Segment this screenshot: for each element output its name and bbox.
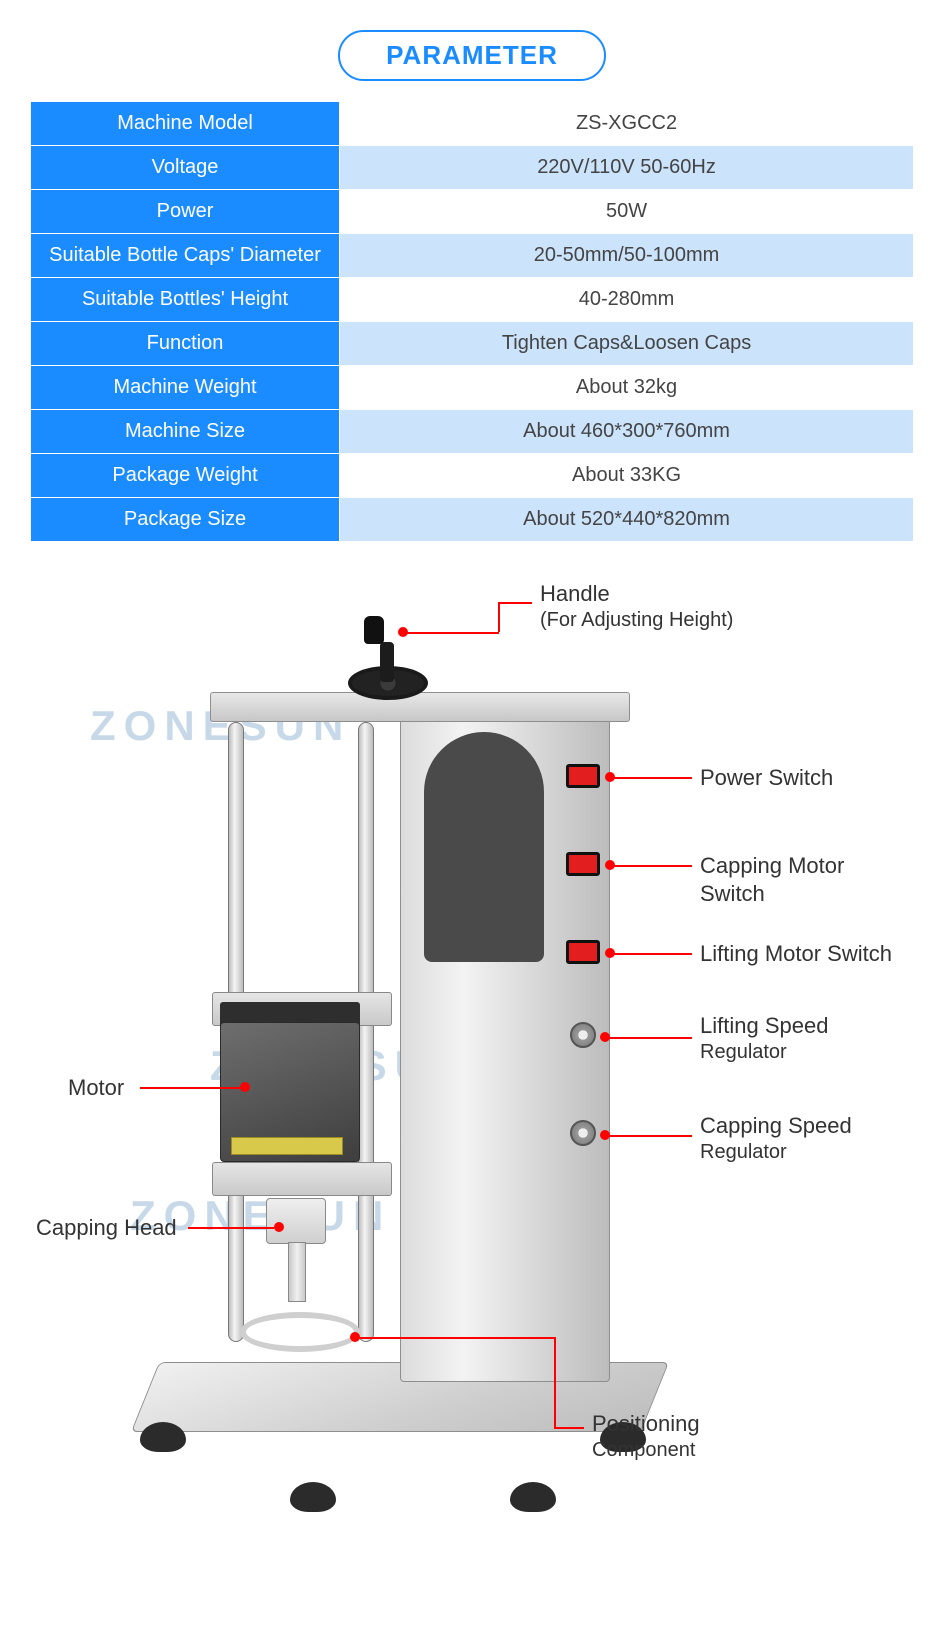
capping-speed-knob-icon <box>570 1120 596 1146</box>
table-row: Power50W <box>31 190 914 234</box>
callout-capping-head: Capping Head <box>36 1214 177 1242</box>
table-row: Machine ModelZS-XGCC2 <box>31 102 914 146</box>
callout-handle: Handle (For Adjusting Height) <box>540 580 733 633</box>
spec-value: 20-50mm/50-100mm <box>340 234 914 278</box>
callout-lifting-switch: Lifting Motor Switch <box>700 940 892 968</box>
spec-value: About 520*440*820mm <box>340 498 914 542</box>
callout-label: Lifting Speed <box>700 1013 828 1038</box>
spec-value: 40-280mm <box>340 278 914 322</box>
spec-key: Power <box>31 190 340 234</box>
spec-key: Package Size <box>31 498 340 542</box>
spec-key: Function <box>31 322 340 366</box>
spec-key: Suitable Bottles' Height <box>31 278 340 322</box>
callout-sub: Regulator <box>700 1040 828 1065</box>
callout-sub: Regulator <box>700 1140 852 1165</box>
callout-label: Handle <box>540 581 610 606</box>
power-switch-icon <box>566 764 600 788</box>
spec-value: 50W <box>340 190 914 234</box>
spec-key: Machine Model <box>31 102 340 146</box>
section-badge: PARAMETER <box>338 30 606 81</box>
callout-sub: (For Adjusting Height) <box>540 608 733 633</box>
spec-table: Machine ModelZS-XGCC2Voltage220V/110V 50… <box>30 101 914 542</box>
table-row: Machine WeightAbout 32kg <box>31 366 914 410</box>
callout-label: Lifting Motor Switch <box>700 941 892 966</box>
callout-lifting-regulator: Lifting Speed Regulator <box>700 1012 828 1065</box>
spec-value: 220V/110V 50-60Hz <box>340 146 914 190</box>
table-row: Suitable Bottles' Height40-280mm <box>31 278 914 322</box>
spec-key: Machine Weight <box>31 366 340 410</box>
spec-value: ZS-XGCC2 <box>340 102 914 146</box>
capping-head-icon <box>266 1198 326 1244</box>
table-row: FunctionTighten Caps&Loosen Caps <box>31 322 914 366</box>
machine-diagram: ZONESUN ZONESUN ZONESUN ZONESUN Handle (… <box>30 572 914 1572</box>
callout-capping-regulator: Capping Speed Regulator <box>700 1112 852 1165</box>
lifting-motor-switch-icon <box>566 940 600 964</box>
spec-value: About 460*300*760mm <box>340 410 914 454</box>
capping-motor-switch-icon <box>566 852 600 876</box>
spec-value: About 32kg <box>340 366 914 410</box>
table-row: Suitable Bottle Caps' Diameter20-50mm/50… <box>31 234 914 278</box>
callout-capping-switch: Capping Motor Switch <box>700 852 914 907</box>
callout-label: Positioning <box>592 1411 700 1436</box>
spec-key: Voltage <box>31 146 340 190</box>
callout-label: Power Switch <box>700 765 833 790</box>
table-row: Package SizeAbout 520*440*820mm <box>31 498 914 542</box>
callout-label: Capping Speed <box>700 1113 852 1138</box>
callout-sub: Component <box>592 1438 700 1463</box>
spec-value: About 33KG <box>340 454 914 498</box>
motor-icon <box>220 1022 360 1162</box>
spec-key: Machine Size <box>31 410 340 454</box>
spec-key: Package Weight <box>31 454 340 498</box>
table-row: Machine SizeAbout 460*300*760mm <box>31 410 914 454</box>
spec-key: Suitable Bottle Caps' Diameter <box>31 234 340 278</box>
table-row: Voltage220V/110V 50-60Hz <box>31 146 914 190</box>
lifting-speed-knob-icon <box>570 1022 596 1048</box>
table-row: Package WeightAbout 33KG <box>31 454 914 498</box>
callout-motor: Motor <box>68 1074 124 1102</box>
callout-power-switch: Power Switch <box>700 764 833 792</box>
spec-value: Tighten Caps&Loosen Caps <box>340 322 914 366</box>
positioning-component-icon <box>240 1312 360 1352</box>
callout-positioning: Positioning Component <box>592 1410 700 1463</box>
callout-label: Capping Motor Switch <box>700 853 844 906</box>
callout-label: Motor <box>68 1075 124 1100</box>
callout-label: Capping Head <box>36 1215 177 1240</box>
